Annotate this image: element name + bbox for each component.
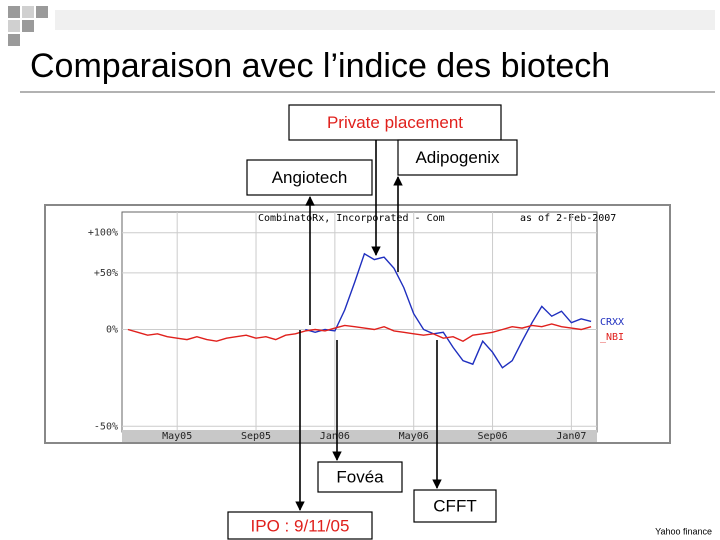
source: Yahoo finance [655,526,712,536]
y-tick-label: +100% [88,228,118,239]
x-tick-label: Jan07 [556,431,586,442]
y-tick-label: +50% [94,268,118,279]
legend-label: CRXX [600,317,624,328]
annotation-label: Adipogenix [415,148,500,167]
annotations: Private placement Angiotech Adipogenix Fové… [227,104,518,540]
annotation-box [227,511,373,540]
annotation-box [246,159,373,196]
y-tick-label: 0% [106,325,118,336]
annotation-box [397,139,518,176]
x-tick-label: May05 [162,431,192,442]
series-line [305,252,592,369]
x-tick-label: Sep06 [477,431,507,442]
annotation-box [317,461,403,493]
chart-subtitle: as of 2-Feb-2007 [520,213,616,224]
annotation-label: Fovéa [336,467,384,486]
plot: +100% +50% 0% -50% May05 Sep05 Jan06 May06 Sep06… [88,212,624,442]
x-tick-label: May06 [399,431,429,442]
annotation-box [413,489,497,523]
annotation-label: Private placement [327,113,463,132]
series-line [127,323,592,342]
chart-title: CombinatoRx, Incorporated - Com [258,213,445,224]
x-tick-label: Jan06 [320,431,350,442]
plot-area [121,211,598,433]
y-tick-label: -50% [94,421,118,432]
legend-label: _NBI [600,332,624,343]
x-tick-label: Sep05 [241,431,271,442]
decoration [8,6,715,93]
annotation-label: IPO : 9/11/05 [251,516,350,535]
slide-title: Comparaison avec l’indice des biotech [30,47,610,85]
x-axis-band [122,430,597,442]
annotation-box [288,104,502,141]
annotation-label: Angiotech [272,168,348,187]
annotation-label: CFFT [433,496,476,515]
